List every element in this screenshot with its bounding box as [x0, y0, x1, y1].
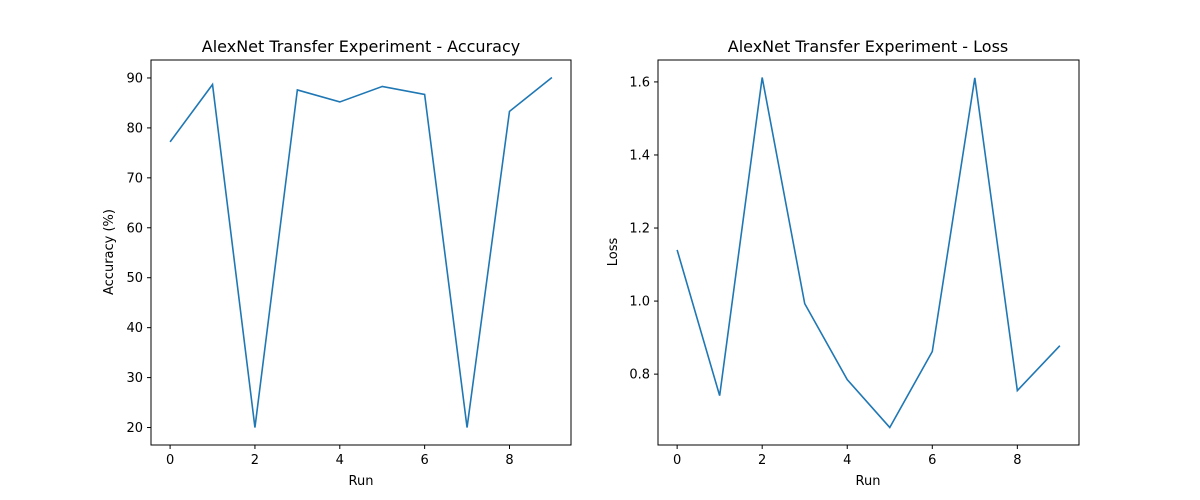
accuracy-data-point — [424, 93, 426, 95]
loss-data-point — [1059, 345, 1061, 347]
loss-chart-title: AlexNet Transfer Experiment - Loss — [728, 37, 1009, 56]
accuracy-x-axis-label: Run — [349, 474, 374, 489]
accuracy-x-tick-label: 6 — [420, 453, 428, 468]
loss-y-tick-label: 1.0 — [629, 295, 650, 310]
loss-y-axis-label: Loss — [606, 238, 621, 267]
accuracy-y-tick-label: 70 — [126, 171, 143, 186]
accuracy-data-point — [466, 427, 468, 429]
loss-x-tick-label: 2 — [758, 453, 766, 468]
loss-plot-frame — [657, 59, 1080, 446]
loss-data-point — [931, 350, 933, 352]
accuracy-y-tick-label: 20 — [126, 421, 143, 436]
loss-y-tick-label: 1.6 — [629, 75, 650, 90]
loss-x-tick-label: 6 — [928, 453, 936, 468]
accuracy-data-point — [381, 85, 383, 87]
loss-data-point — [804, 303, 806, 305]
accuracy-x-tick-label: 4 — [336, 453, 344, 468]
loss-y-tick-label: 1.4 — [629, 148, 650, 163]
accuracy-x-tick-label: 8 — [505, 453, 513, 468]
loss-series-line — [676, 77, 1061, 429]
loss-y-tick-label: 0.8 — [629, 368, 650, 383]
loss-data-point — [889, 426, 891, 428]
loss-data-point — [719, 395, 721, 397]
accuracy-y-axis-label: Accuracy (%) — [102, 209, 117, 295]
loss-y-tick-label: 1.2 — [629, 222, 650, 237]
accuracy-data-point — [296, 89, 298, 91]
accuracy-data-point — [551, 76, 553, 78]
loss-x-axis-label: Run — [856, 474, 881, 489]
accuracy-x-tick-label: 0 — [166, 453, 174, 468]
accuracy-y-tick-label: 50 — [126, 271, 143, 286]
loss-x-tick-label: 0 — [673, 453, 681, 468]
loss-data-point — [676, 249, 678, 251]
loss-x-tick-label: 8 — [1013, 453, 1021, 468]
loss-x-ticks: 0 2 4 6 8 — [673, 445, 1021, 468]
accuracy-y-tick-label: 80 — [126, 121, 143, 136]
accuracy-y-tick-label: 40 — [126, 321, 143, 336]
accuracy-y-tick-label: 30 — [126, 371, 143, 386]
loss-data-point — [1016, 390, 1018, 392]
loss-data-point — [974, 77, 976, 79]
accuracy-x-tick-label: 2 — [251, 453, 259, 468]
loss-data-point — [761, 77, 763, 79]
accuracy-y-tick-label: 60 — [126, 221, 143, 236]
loss-x-tick-label: 4 — [843, 453, 851, 468]
accuracy-data-point — [212, 83, 214, 85]
accuracy-y-ticks: 20 30 40 50 60 70 80 90 — [126, 71, 151, 436]
accuracy-chart-title: AlexNet Transfer Experiment - Accuracy — [202, 37, 520, 56]
accuracy-y-tick-label: 90 — [126, 71, 143, 86]
accuracy-data-point — [339, 101, 341, 103]
loss-data-point — [846, 379, 848, 381]
accuracy-chart: AlexNet Transfer Experiment - Accuracy 2… — [102, 37, 572, 489]
accuracy-x-ticks: 0 2 4 6 8 — [166, 445, 514, 468]
accuracy-data-point — [508, 110, 510, 112]
accuracy-plot-frame — [150, 59, 572, 446]
accuracy-data-point — [169, 141, 171, 143]
loss-chart: AlexNet Transfer Experiment - Loss 0.8 1.… — [606, 37, 1080, 489]
accuracy-series-line — [169, 76, 553, 428]
accuracy-data-point — [254, 427, 256, 429]
loss-y-ticks: 0.8 1.0 1.2 1.4 1.6 — [629, 75, 658, 383]
